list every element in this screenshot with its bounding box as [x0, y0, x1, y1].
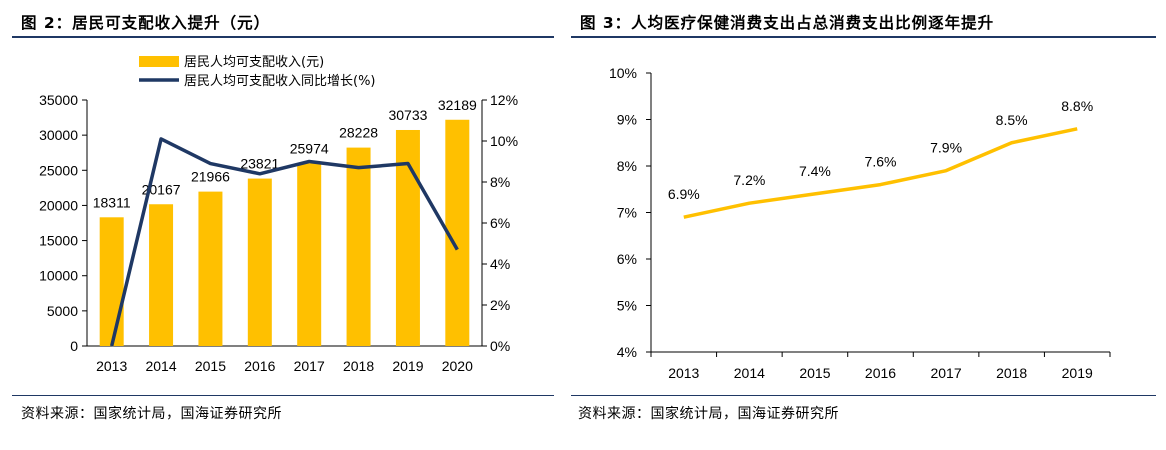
left-y-tick-label: 20000	[39, 197, 78, 213]
legend-bar-swatch	[139, 56, 179, 67]
title-divider-left	[12, 36, 554, 38]
fig3-y-tick-label: 5%	[617, 298, 637, 314]
right-y-tick-label: 8%	[490, 174, 510, 190]
figure3-source: 资料来源：国家统计局，国海证券研究所	[578, 406, 839, 422]
x-tick-label: 2018	[343, 358, 374, 374]
figure3-title: 图 3：人均医疗保健消费支出占总消费支出比例逐年提升	[580, 14, 995, 32]
left-y-tick-label: 30000	[39, 127, 78, 143]
medical-share-data-label: 8.5%	[996, 112, 1028, 128]
footer-divider-left	[12, 395, 554, 396]
x-tick-label: 2015	[195, 358, 226, 374]
left-y-tick-label: 15000	[39, 233, 78, 249]
income-bar	[149, 204, 174, 346]
x-tick-label: 2016	[244, 358, 275, 374]
income-bar-data-label: 25974	[290, 140, 329, 156]
medical-share-data-label: 7.9%	[930, 140, 962, 156]
left-y-tick-label: 25000	[39, 162, 78, 178]
medical-share-data-label: 7.4%	[799, 163, 831, 179]
fig3-y-tick-label: 8%	[617, 158, 637, 174]
income-bar-data-label: 32189	[438, 97, 477, 113]
fig3-x-tick-label: 2014	[734, 365, 765, 381]
title-divider-right	[571, 36, 1156, 38]
x-tick-label: 2014	[145, 358, 176, 374]
fig3-x-tick-label: 2015	[799, 365, 830, 381]
legend-bar-label: 居民人均可支配收入(元)	[184, 55, 324, 70]
fig3-x-tick-label: 2016	[865, 365, 896, 381]
left-y-tick-label: 10000	[39, 268, 78, 284]
left-y-tick-label: 0	[70, 338, 78, 354]
income-bar	[247, 178, 272, 346]
medical-share-data-label: 8.8%	[1061, 98, 1093, 114]
income-bar-data-label: 18311	[93, 194, 131, 210]
income-bar	[346, 147, 371, 346]
figure2-source: 资料来源：国家统计局，国海证券研究所	[21, 406, 282, 422]
income-bar	[297, 163, 322, 346]
fig3-y-tick-label: 10%	[609, 65, 637, 81]
fig3-y-tick-label: 9%	[617, 112, 637, 128]
fig3-x-tick-label: 2013	[668, 365, 699, 381]
x-tick-label: 2017	[294, 358, 325, 374]
left-y-tick-label: 35000	[39, 92, 78, 108]
income-bar	[198, 191, 223, 346]
right-y-tick-label: 12%	[490, 92, 518, 108]
right-y-tick-label: 4%	[490, 256, 510, 272]
income-bar-data-label: 28228	[339, 125, 378, 141]
growth-rate-line	[109, 137, 459, 347]
income-bar-data-label: 23821	[240, 156, 279, 172]
medical-share-data-label: 7.2%	[733, 172, 765, 188]
figure2-title: 图 2：居民可支配收入提升（元）	[21, 14, 271, 32]
x-tick-label: 2020	[442, 358, 473, 374]
income-bar	[99, 217, 124, 346]
fig3-y-tick-label: 6%	[617, 251, 637, 267]
medical-share-data-label: 6.9%	[668, 186, 700, 202]
footer-divider-right	[571, 395, 1156, 396]
right-y-tick-label: 0%	[490, 338, 510, 354]
fig3-x-tick-label: 2019	[1062, 365, 1093, 381]
fig3-y-tick-label: 7%	[617, 205, 637, 221]
right-y-tick-label: 10%	[490, 133, 518, 149]
medical-share-data-label: 7.6%	[865, 154, 897, 170]
legend-line-label: 居民人均可支配收入同比增长(%)	[184, 74, 376, 89]
right-y-tick-label: 6%	[490, 215, 510, 231]
fig3-x-tick-label: 2018	[996, 365, 1027, 381]
fig3-x-tick-label: 2017	[930, 365, 961, 381]
right-y-tick-label: 2%	[490, 297, 510, 313]
x-tick-label: 2019	[392, 358, 423, 374]
income-bar-data-label: 21966	[191, 169, 230, 185]
income-bar-data-label: 30733	[388, 107, 427, 123]
medical-share-line	[683, 127, 1078, 219]
x-tick-label: 2013	[96, 358, 127, 374]
left-y-tick-label: 5000	[47, 303, 78, 319]
fig3-y-tick-label: 4%	[617, 344, 637, 360]
